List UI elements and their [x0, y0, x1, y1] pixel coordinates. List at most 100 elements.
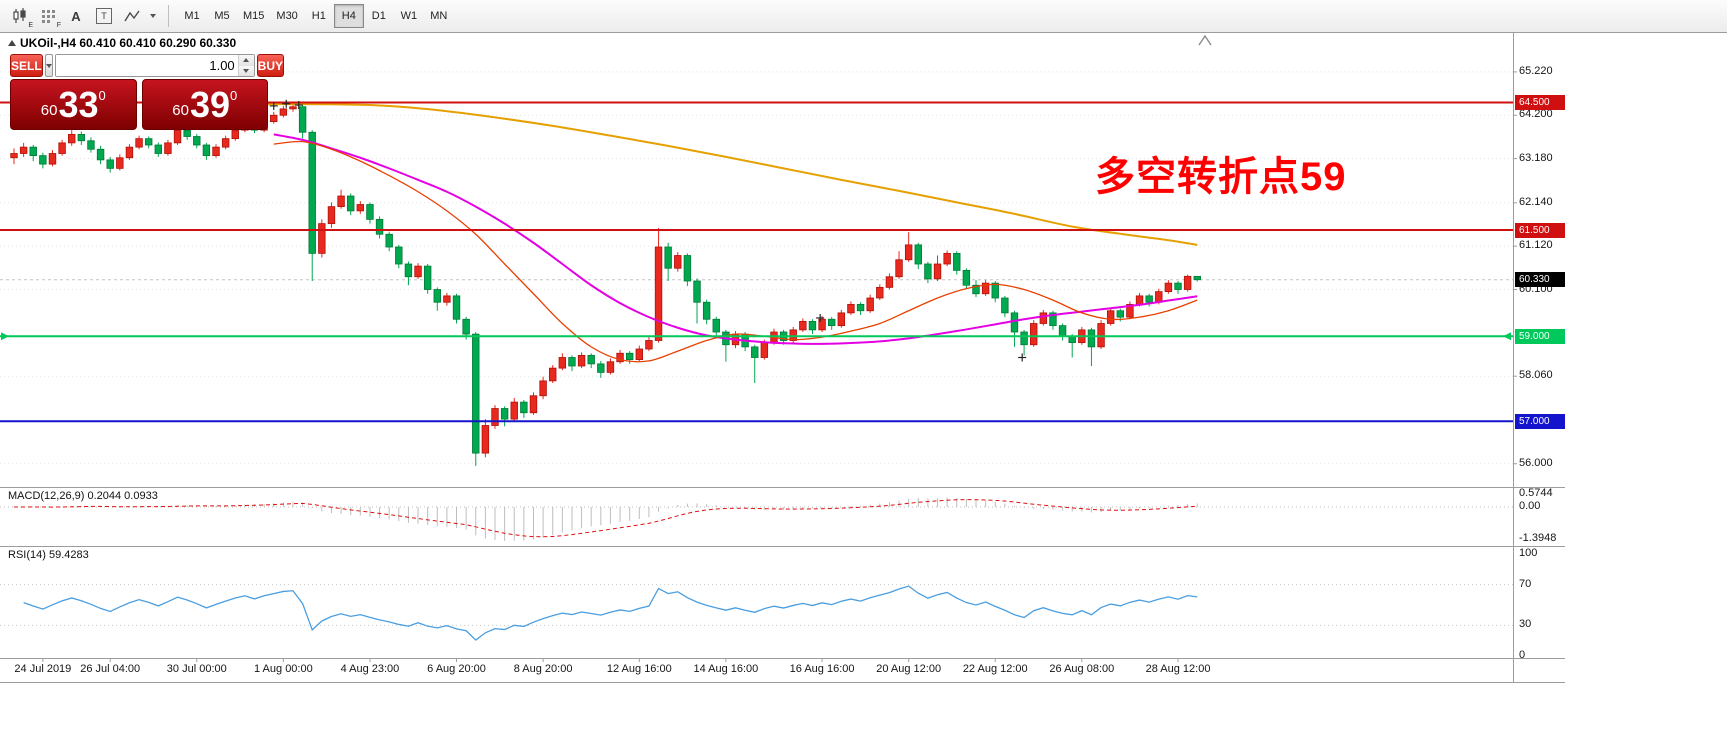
sell-button[interactable]: SELL	[10, 54, 43, 77]
candle-body	[1097, 323, 1105, 348]
candle-body	[693, 280, 701, 303]
chevron-down-icon	[150, 14, 156, 18]
report-grid-icon[interactable]: F	[35, 4, 61, 29]
text-tool-icon[interactable]: A	[63, 4, 89, 28]
candlestick-chart-icon[interactable]: E	[7, 4, 33, 29]
line-studies-dropdown[interactable]	[147, 4, 159, 28]
candle-body	[231, 129, 239, 140]
candles-glyph	[13, 8, 26, 23]
candle-body	[933, 263, 942, 280]
line-studies-icon[interactable]	[119, 4, 145, 28]
candle-body	[702, 301, 711, 320]
zigzag-glyph	[124, 10, 140, 22]
volume-spinner	[237, 55, 254, 76]
candle-body	[876, 286, 884, 299]
volume-input[interactable]	[55, 55, 238, 76]
candle-body	[154, 144, 162, 154]
candle-body	[68, 133, 76, 144]
candle-body	[510, 401, 518, 420]
candle-body	[279, 108, 288, 116]
price-chart-svg	[0, 32, 1565, 683]
candle-body	[48, 153, 57, 165]
sell-price-box[interactable]: 60 33 0	[10, 79, 137, 130]
candle-body	[289, 106, 297, 110]
chart-ohlc-header: UKOil-,H4 60.410 60.410 60.290 60.330	[8, 36, 236, 50]
time-axis-label: 26 Jul 04:00	[80, 663, 141, 675]
trade-panel-toggle-icon[interactable]	[8, 40, 16, 46]
chart-workspace: UKOil-,H4 60.410 60.410 60.290 60.330 SE…	[0, 32, 1565, 751]
candle-body	[433, 289, 441, 303]
buy-button[interactable]: BUY	[256, 54, 285, 77]
price-line-badge: 61.500	[1515, 222, 1565, 238]
buy-price-box[interactable]: 60 39 0	[141, 79, 268, 130]
candle-body	[346, 195, 355, 212]
time-axis-label: 6 Aug 20:00	[427, 663, 486, 675]
candle-body	[606, 361, 615, 373]
spinner-down-button[interactable]	[238, 65, 254, 76]
sell-price-big: 33	[58, 83, 99, 125]
volume-preset-dropdown[interactable]	[44, 54, 53, 77]
candle-body	[337, 195, 345, 208]
candle-body	[568, 357, 576, 367]
price-line-badge: 64.500	[1515, 95, 1565, 110]
candle-body	[1030, 323, 1038, 346]
candle-body	[96, 148, 105, 161]
candle-body	[385, 233, 393, 248]
spinner-up-button[interactable]	[238, 55, 254, 66]
support-line-right-arrow	[1503, 332, 1511, 341]
candle-body	[1174, 282, 1182, 290]
label-tool-icon[interactable]: T	[91, 4, 117, 28]
candle-body	[837, 312, 846, 327]
icon-sub-label: E	[28, 22, 33, 29]
candle-body	[116, 157, 124, 169]
ma-medium-line	[273, 133, 1198, 345]
timeframe-d1[interactable]: D1	[364, 4, 394, 28]
time-axis-label: 30 Jul 00:00	[166, 663, 227, 675]
timeframe-m15[interactable]: M15	[237, 4, 270, 28]
price-line-badge: 57.000	[1515, 413, 1565, 429]
candle-body	[1116, 310, 1124, 318]
candle-body	[712, 318, 720, 333]
buy-price-big: 39	[189, 83, 230, 125]
current-price-badge: 60.330	[1515, 272, 1565, 288]
timeframe-m5[interactable]: M5	[207, 4, 237, 28]
time-axis-label: 26 Aug 08:00	[1049, 663, 1115, 675]
timeframe-m30[interactable]: M30	[270, 4, 303, 28]
candle-body	[1010, 312, 1019, 333]
candle-body	[87, 140, 95, 150]
candle-body	[1058, 325, 1067, 337]
candle-body	[1135, 295, 1144, 305]
candle-body	[520, 401, 528, 414]
buy-price-sup: 0	[230, 88, 238, 103]
candle-body	[828, 318, 836, 327]
chart-shift-marker	[1198, 34, 1212, 46]
candle-body	[58, 142, 66, 154]
timeframe-m1[interactable]: M1	[177, 4, 207, 28]
timeframe-h4[interactable]: H4	[333, 4, 364, 28]
candle-body	[29, 146, 37, 157]
candle-body	[760, 342, 769, 358]
candle-body	[423, 265, 432, 290]
candle-body	[212, 146, 220, 157]
candle-body	[491, 408, 499, 426]
chevron-down-icon	[45, 63, 52, 68]
candle-body	[664, 246, 672, 269]
timeframe-w1[interactable]: W1	[394, 4, 424, 28]
candle-body	[366, 204, 374, 220]
candle-body	[472, 333, 480, 454]
candle-body	[1164, 282, 1173, 293]
macd-histogram	[23, 497, 1198, 541]
timeframe-mn[interactable]: MN	[424, 4, 454, 28]
time-axis-label: 14 Aug 16:00	[693, 663, 759, 675]
candle-body	[558, 357, 567, 369]
candle-body	[991, 282, 999, 299]
toolbar: E F A T M1 M5 M15 M30 H1 H4 D1 W1 MN	[0, 0, 1727, 33]
candle-body	[298, 106, 307, 133]
macd-scale-label: -1.3948	[1519, 531, 1557, 544]
timeframe-h1[interactable]: H1	[304, 4, 334, 28]
sell-price-sup: 0	[98, 88, 106, 103]
candle-body	[1193, 275, 1201, 281]
candle-body	[539, 380, 547, 397]
time-axis-label: 28 Aug 12:00	[1145, 663, 1211, 675]
